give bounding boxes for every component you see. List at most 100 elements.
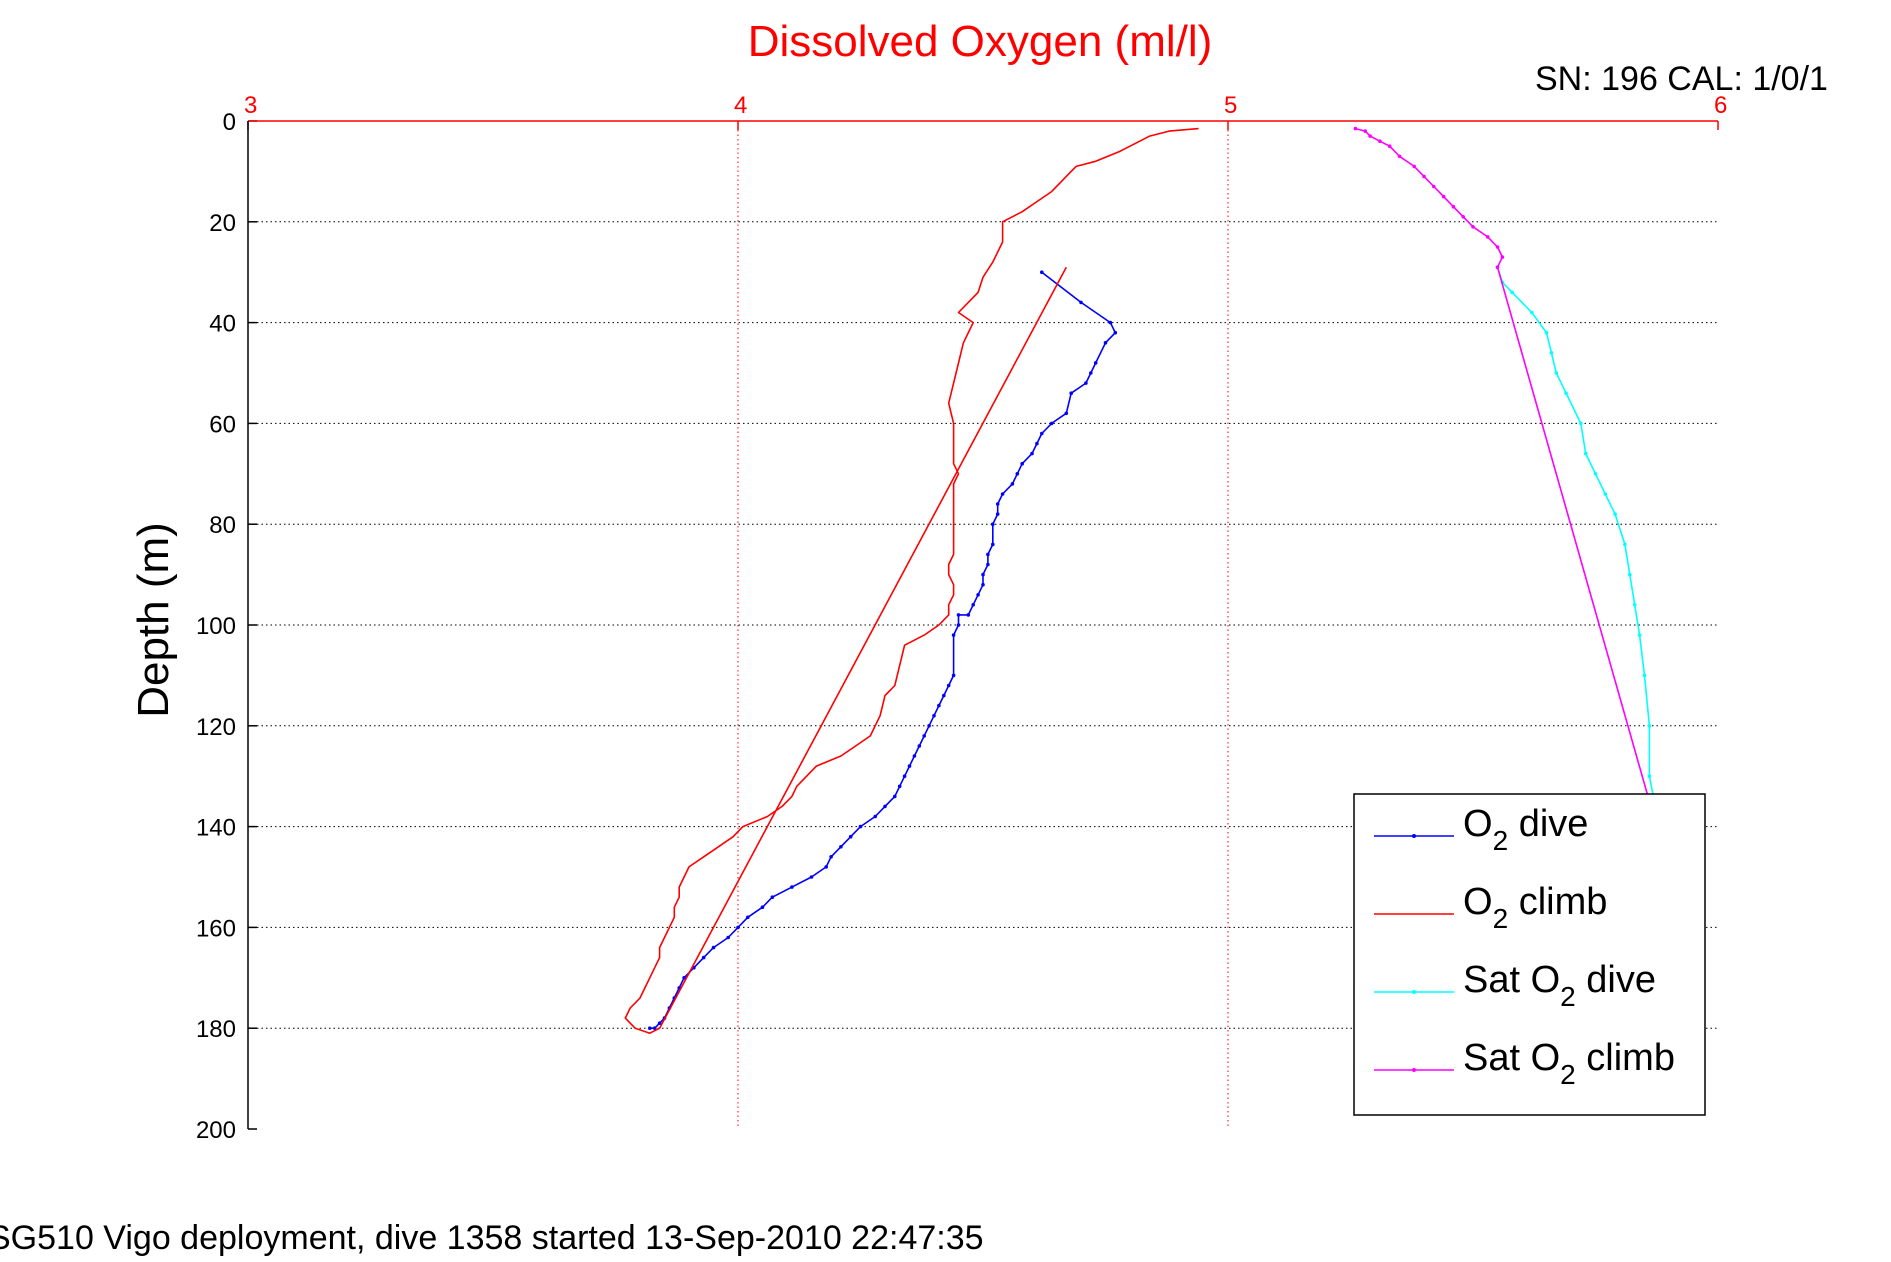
data-point [995, 512, 1000, 516]
chart-title: Dissolved Oxygen (ml/l) [748, 17, 1213, 66]
data-point [986, 562, 990, 567]
legend-label-subscript: 2 [1493, 903, 1509, 934]
data-point [1368, 134, 1372, 138]
y-axis-label: Depth (m) [129, 522, 178, 718]
data-point [1603, 492, 1608, 496]
data-point [657, 1021, 662, 1025]
data-point [932, 713, 936, 718]
y-tick-label: 100 [196, 613, 236, 640]
data-point [883, 804, 887, 809]
legend-label-rest: dive [1576, 959, 1656, 1001]
legend-box [1353, 793, 1706, 1116]
legend-entry-sat-o2-climb: Sat O2 climb [1374, 1037, 1675, 1090]
data-point [858, 824, 863, 829]
legend: O2 dive O2 climb Sat O2 dive Sat O2 clim… [1353, 793, 1706, 1116]
series-line [624, 127, 1199, 1034]
data-point [946, 683, 951, 688]
data-point [1632, 603, 1637, 607]
data-point [1363, 129, 1367, 133]
y-tick-label: 80 [209, 512, 236, 539]
data-point [1049, 421, 1054, 426]
data-point [848, 834, 853, 839]
data-point [1471, 225, 1475, 229]
data-point [790, 885, 794, 889]
data-point [1412, 164, 1416, 169]
data-point [1637, 633, 1642, 637]
data-point [1554, 371, 1559, 375]
data-point [922, 734, 926, 738]
serial-calibration-label: SN: 196 CAL: 1/0/1 [1535, 60, 1828, 98]
data-point [1461, 215, 1465, 219]
legend-marker-o2-dive [1412, 834, 1416, 838]
data-point [907, 764, 912, 768]
data-point [1378, 139, 1382, 143]
legend-label-rest: climb [1576, 1037, 1675, 1079]
series-line [1355, 127, 1651, 802]
data-point [1000, 492, 1005, 496]
legend-entry-sat-o2-dive: Sat O2 dive [1374, 959, 1656, 1012]
data-point [991, 522, 995, 526]
data-point [1353, 126, 1358, 131]
data-point [1441, 194, 1446, 199]
legend-entry-o2-climb: O2 climb [1374, 881, 1607, 934]
legend-label-subscript: 2 [1493, 825, 1509, 856]
data-point [956, 623, 961, 627]
data-point [824, 865, 828, 869]
data-point [1628, 572, 1632, 577]
data-point [1564, 391, 1568, 396]
data-point [1495, 245, 1500, 249]
data-point [770, 895, 775, 899]
data-point [1544, 330, 1549, 335]
data-point [902, 774, 907, 778]
legend-label-subscript: 2 [1560, 981, 1576, 1012]
data-point [1113, 330, 1118, 335]
data-point [711, 945, 716, 950]
y-tick-label: 120 [196, 714, 236, 741]
data-point [981, 582, 985, 587]
data-point [682, 976, 686, 980]
data-point [956, 613, 961, 617]
data-point [995, 502, 1000, 506]
data-point [1647, 724, 1652, 728]
data-point [986, 552, 990, 557]
data-point [1613, 512, 1617, 516]
y-tick-label: 0 [223, 109, 236, 136]
x-tick-label: 3 [244, 92, 257, 119]
data-point [1093, 361, 1098, 365]
y-tick-label: 140 [196, 815, 236, 842]
y-tick-label: 20 [209, 210, 236, 237]
data-point [966, 613, 971, 617]
x-tick-label: 4 [734, 92, 747, 119]
data-point [991, 542, 995, 547]
data-point [1040, 270, 1044, 275]
footer-caption: SG510 Vigo deployment, dive 1358 started… [0, 1219, 984, 1257]
data-point [1064, 411, 1069, 416]
data-point [1035, 441, 1039, 446]
data-point [736, 925, 740, 930]
data-point [981, 572, 985, 577]
data-point [829, 855, 833, 859]
data-point [1549, 351, 1554, 355]
legend-label-rest: dive [1508, 803, 1588, 845]
legend-label-rest: climb [1508, 881, 1607, 923]
data-point [760, 905, 765, 909]
plot-series [624, 126, 1657, 1034]
data-point [1079, 300, 1083, 305]
legend-label-main: Sat O [1463, 959, 1560, 1001]
legend-label-o2-climb: O2 climb [1463, 881, 1607, 934]
data-point [951, 633, 956, 637]
data-point [1623, 542, 1627, 547]
legend-label-subscript: 2 [1560, 1059, 1576, 1090]
x-tick-labels: 3 4 5 6 [244, 92, 1727, 119]
data-point [648, 1026, 652, 1030]
data-point [746, 915, 750, 920]
data-point [652, 1026, 657, 1030]
legend-marker-sat-o2-climb [1412, 1068, 1416, 1072]
data-point [1432, 184, 1436, 189]
data-point [701, 955, 706, 960]
x-tick-label: 6 [1714, 92, 1727, 119]
data-point [1647, 774, 1652, 778]
data-point [951, 673, 956, 678]
data-point [1593, 472, 1598, 476]
